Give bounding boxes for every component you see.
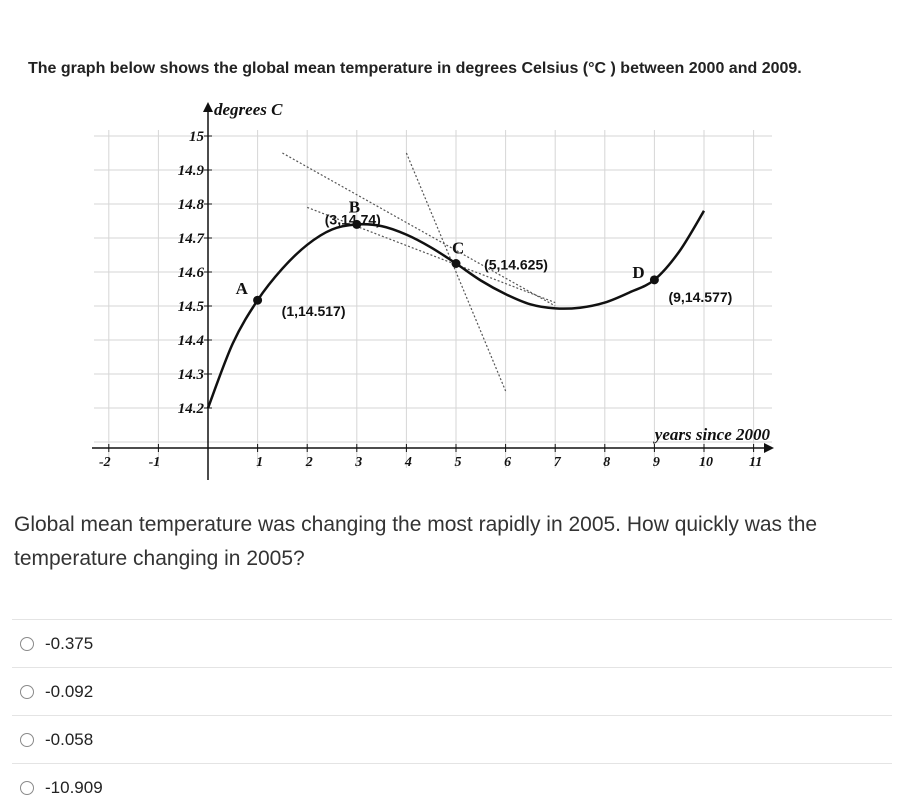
point-coordinate-label: (3,14.74) <box>325 211 381 227</box>
x-tick-label: 9 <box>653 455 660 470</box>
point-marker <box>451 259 461 268</box>
x-tick-label: 5 <box>455 455 462 470</box>
radio-button[interactable] <box>20 636 34 651</box>
y-tick-label: 14.6 <box>178 265 205 281</box>
y-tick-label: 14.4 <box>178 333 205 349</box>
x-axis-label: years since 2000 <box>653 425 771 444</box>
y-axis-arrow <box>203 102 213 112</box>
option-label: -10.909 <box>45 777 103 797</box>
point-name: A <box>236 279 249 298</box>
y-tick-label: 14.5 <box>178 299 205 315</box>
intro-text: The graph below shows the global mean te… <box>28 60 802 77</box>
point-coordinate-label: (1,14.517) <box>282 303 346 319</box>
point-name: D <box>632 263 644 282</box>
option-3[interactable]: -0.058 <box>12 715 892 763</box>
x-tick-label: 10 <box>699 455 713 470</box>
y-tick-label: 15 <box>189 129 205 145</box>
y-tick-label: 14.8 <box>178 197 205 213</box>
x-tick-label: 7 <box>554 455 562 470</box>
point-coordinate-label: (9,14.577) <box>668 289 732 305</box>
point-name: C <box>452 239 464 258</box>
x-tick-label: -2 <box>99 455 111 470</box>
x-tick-label: 1 <box>256 455 263 470</box>
radio-button[interactable] <box>20 684 34 699</box>
option-label: -0.092 <box>45 681 94 701</box>
option-1[interactable]: -0.375 <box>12 619 892 667</box>
point-marker <box>649 275 659 285</box>
x-tick-label: 11 <box>749 455 762 470</box>
question-prompt: Global mean temperature was changing the… <box>14 513 818 570</box>
point-marker <box>352 219 362 229</box>
x-tick-label: 6 <box>504 455 511 470</box>
x-axis-arrow <box>764 443 774 453</box>
radio-button[interactable] <box>20 780 34 795</box>
option-2[interactable]: -0.092 <box>12 667 892 715</box>
tangent-line <box>405 152 507 392</box>
tangent-line <box>306 206 556 304</box>
labeled-points: A (1,14.517) B(3,14.74) C (5,14.625) D (9,14.5… <box>236 197 733 319</box>
point-coordinate-label: (5,14.625) <box>484 257 548 273</box>
radio-button[interactable] <box>20 732 34 747</box>
axes <box>92 102 774 480</box>
point-name: B <box>349 197 360 216</box>
answer-options: -0.375 -0.092 -0.058 -10.909 <box>12 619 892 811</box>
option-4[interactable]: -10.909 <box>12 763 892 811</box>
x-tick-label: 3 <box>354 455 362 470</box>
option-label: -0.058 <box>45 729 94 749</box>
y-tick-label: 14.7 <box>178 231 205 247</box>
tangent-line <box>282 152 556 307</box>
y-tick-label: 14.9 <box>178 163 205 179</box>
x-tick-label: 8 <box>603 455 610 470</box>
x-tick-label: 2 <box>305 455 313 470</box>
y-axis-label: degrees C <box>214 100 283 119</box>
tangent-lines <box>282 152 556 392</box>
x-tick-label: 4 <box>404 455 412 470</box>
point-marker <box>253 295 263 305</box>
tick-labels: 14.2 14.3 14.4 14.5 14.6 14.7 14.8 14.9 15 -2 -1 1 2… <box>99 129 762 470</box>
x-tick-label: -1 <box>149 455 161 470</box>
y-tick-label: 14.3 <box>178 367 205 383</box>
y-tick-label: 14.2 <box>178 401 205 417</box>
option-label: -0.375 <box>45 633 94 653</box>
